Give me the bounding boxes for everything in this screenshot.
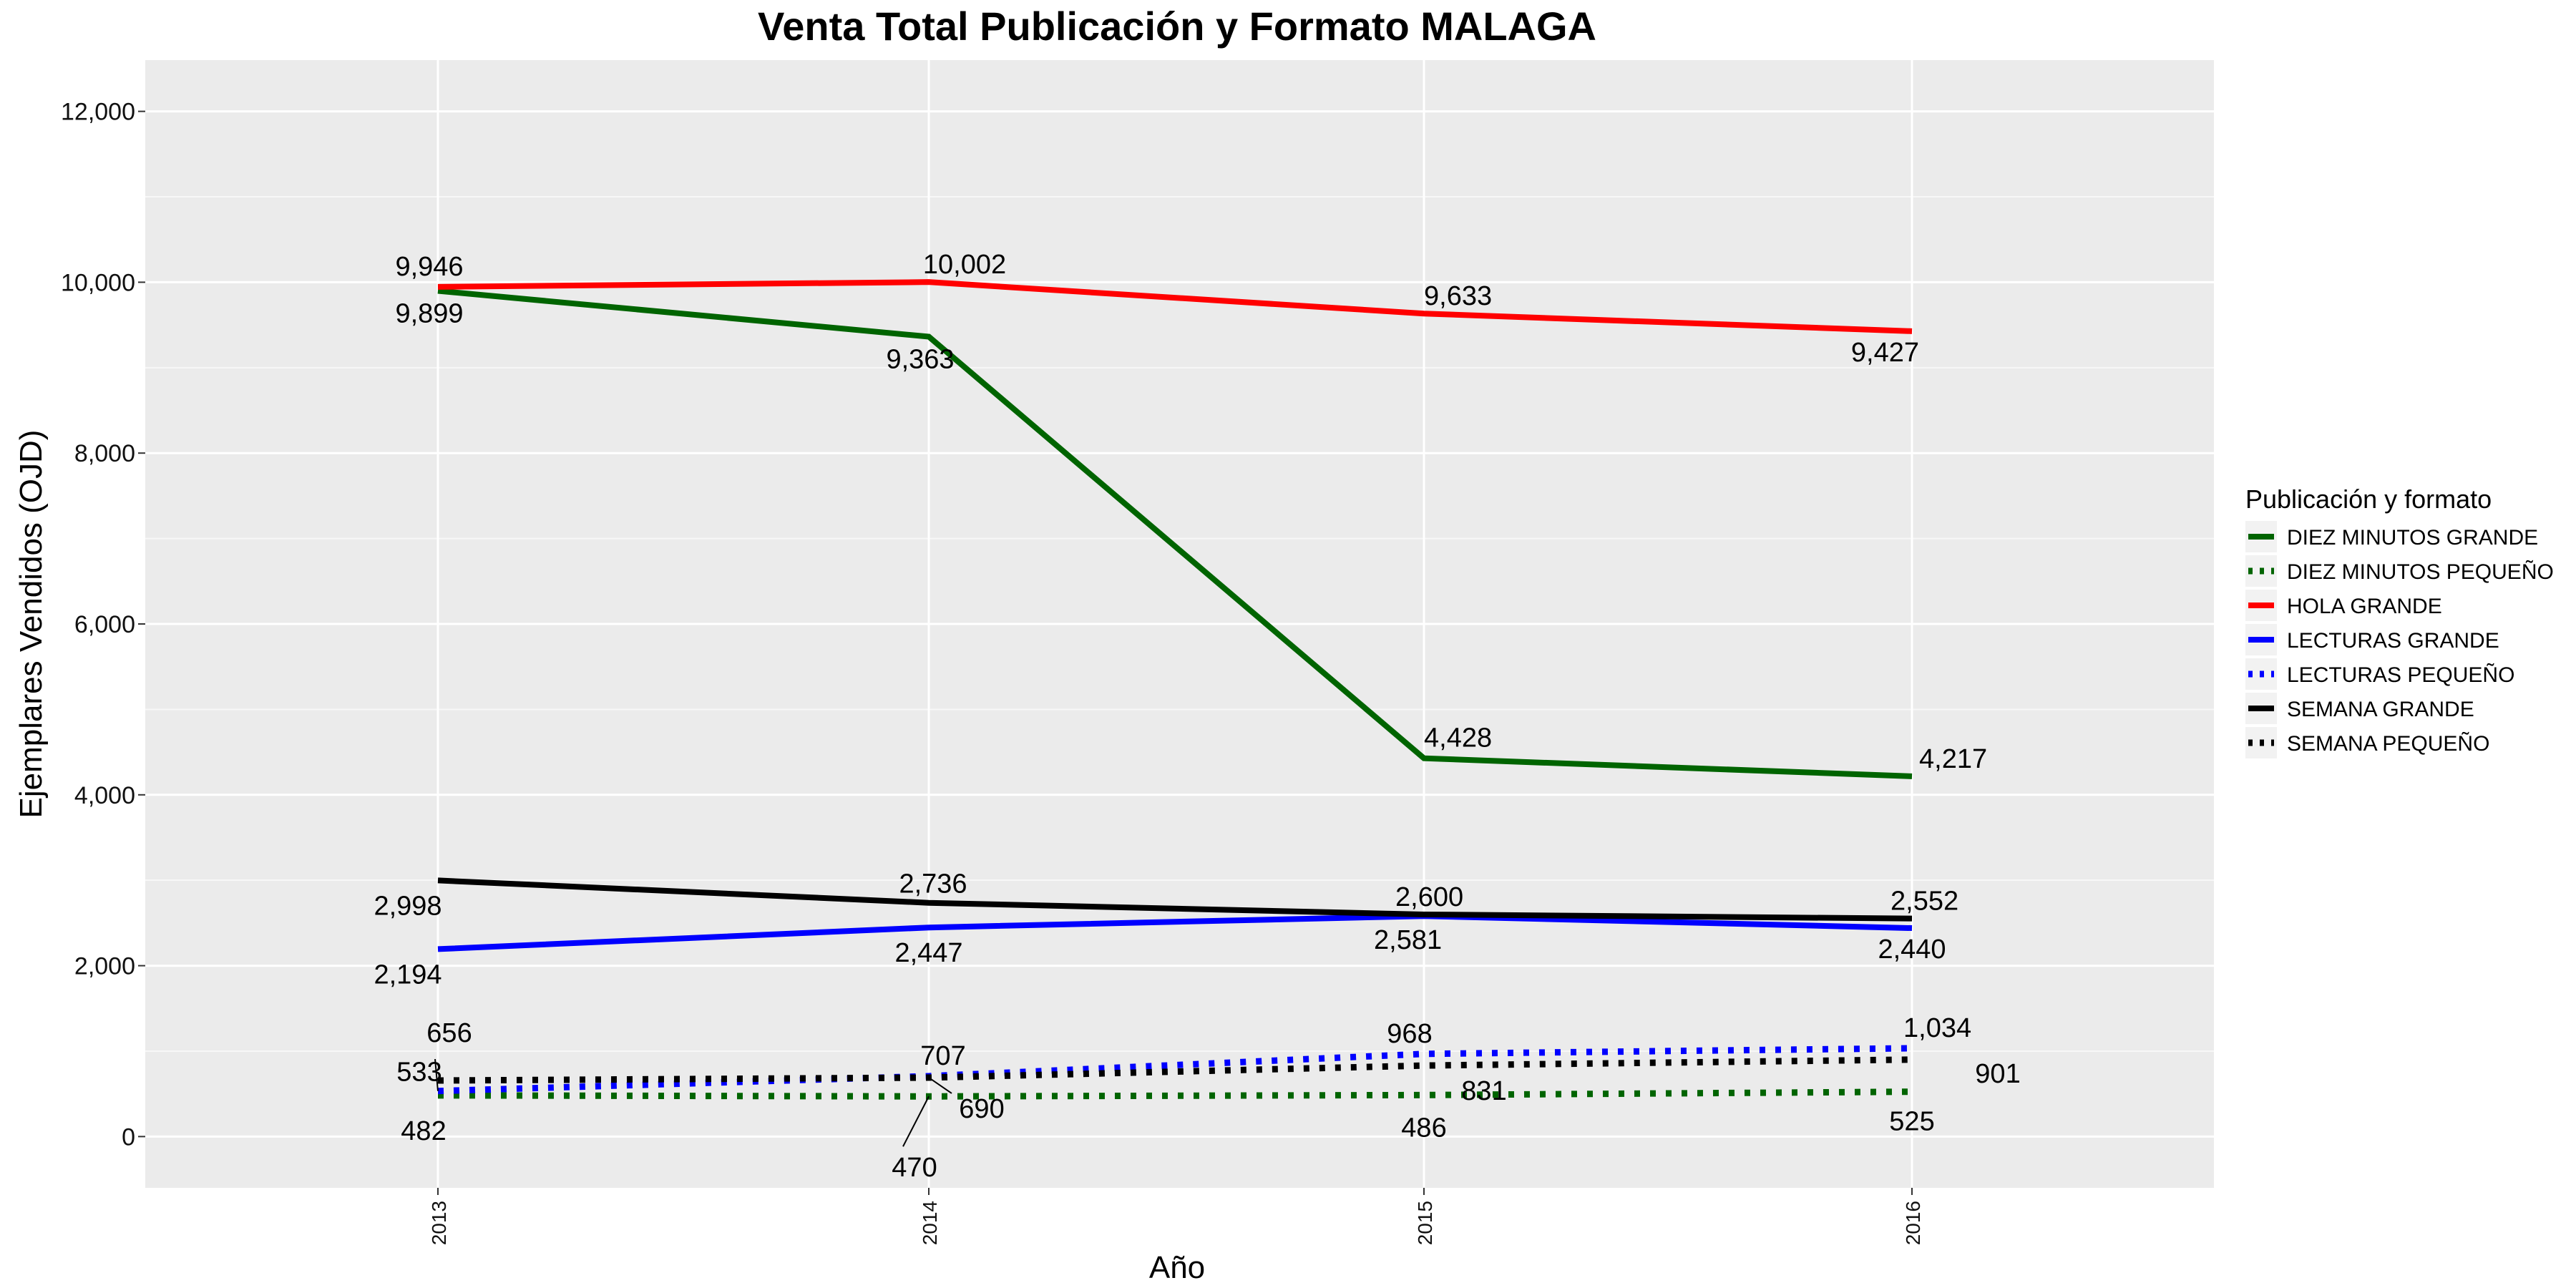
- data-label: 2,440: [1878, 935, 1946, 965]
- chart-title: Venta Total Publicación y Formato MALAGA: [758, 4, 1596, 49]
- leader-line: [434, 1058, 439, 1091]
- x-tick-label: 2015: [1414, 1201, 1436, 1245]
- data-label: 2,600: [1395, 882, 1463, 912]
- data-label: 9,899: [395, 298, 463, 328]
- grid-lines: [145, 60, 2214, 1188]
- series-line: [437, 913, 1913, 952]
- leader-line: [928, 1077, 952, 1094]
- data-label: 533: [396, 1058, 441, 1088]
- data-label: 968: [1387, 1019, 1432, 1049]
- legend-label: SEMANA GRANDE: [2287, 698, 2474, 721]
- data-label: 656: [426, 1018, 472, 1048]
- data-label: 2,447: [894, 938, 962, 968]
- legend-title: Publicación y formato: [2245, 484, 2492, 514]
- data-label: 10,002: [923, 250, 1006, 280]
- y-tick-label: 6,000: [74, 611, 135, 638]
- y-tick-label: 10,000: [61, 269, 135, 296]
- x-tick-label: 2013: [428, 1201, 450, 1245]
- y-tick-label: 2,000: [74, 953, 135, 980]
- data-label: 4,428: [1424, 723, 1492, 753]
- legend-label: LECTURAS GRANDE: [2287, 629, 2499, 653]
- series-line: [437, 1056, 1913, 1084]
- data-label: 482: [401, 1116, 446, 1146]
- data-label: 486: [1401, 1113, 1446, 1143]
- data-label: 9,633: [1424, 281, 1492, 311]
- data-label: 831: [1461, 1076, 1506, 1106]
- y-axis-title: Ejemplares Vendidos (OJD): [14, 430, 49, 819]
- x-tick-label: 2014: [919, 1201, 941, 1245]
- legend-label: DIEZ MINUTOS GRANDE: [2287, 526, 2538, 550]
- data-label: 9,363: [886, 344, 954, 374]
- series-line: [437, 279, 1913, 334]
- x-axis-title: Año: [1149, 1250, 1205, 1285]
- data-label: 470: [892, 1153, 937, 1183]
- data-label: 2,581: [1374, 925, 1442, 955]
- data-label: 901: [1975, 1059, 2020, 1089]
- series-line: [437, 1045, 1913, 1095]
- data-label: 2,736: [899, 869, 967, 899]
- legend-label: SEMANA PEQUEÑO: [2287, 731, 2489, 756]
- data-label: 690: [959, 1094, 1004, 1124]
- y-tick-label: 12,000: [61, 99, 135, 126]
- data-label: 1,034: [1903, 1013, 1971, 1043]
- legend-label: DIEZ MINUTOS PEQUEÑO: [2287, 560, 2554, 584]
- data-label: 2,194: [374, 960, 441, 990]
- data-label: 525: [1889, 1107, 1934, 1137]
- series-line: [437, 877, 1913, 922]
- y-tick-label: 0: [122, 1123, 135, 1151]
- data-label: 2,552: [1890, 887, 1958, 917]
- legend: Publicación y formato DIEZ MINUTOS GRAND…: [2245, 484, 2554, 758]
- axes: 0 2,000 4,000 6,000 8,000 10,000 12,000 2013 201…: [61, 99, 1924, 1246]
- y-tick-label: 8,000: [74, 440, 135, 467]
- series-line: [437, 288, 1913, 779]
- data-label: 9,946: [395, 252, 463, 282]
- series-line: [437, 1088, 1913, 1100]
- data-label: 707: [920, 1041, 965, 1071]
- data-labels: 9,899 9,363 4,428 4,217 482 470 486 525 9,946 10,…: [374, 250, 2020, 1183]
- y-tick-label: 4,000: [74, 782, 135, 809]
- series-lines: [437, 279, 1913, 1100]
- leader-line: [902, 1096, 930, 1147]
- legend-label: LECTURAS PEQUEÑO: [2287, 663, 2514, 687]
- x-tick-label: 2016: [1902, 1201, 1924, 1245]
- data-label: 2,998: [374, 891, 441, 921]
- data-label: 9,427: [1851, 338, 1919, 368]
- legend-label: HOLA GRANDE: [2287, 595, 2442, 618]
- data-label: 4,217: [1919, 744, 1987, 774]
